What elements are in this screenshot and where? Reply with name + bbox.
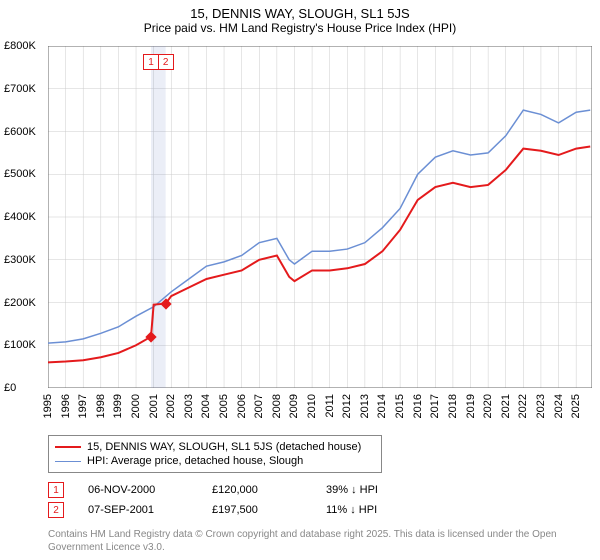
event-number-box: 2 — [48, 502, 64, 518]
x-tick-label: 2021 — [500, 394, 512, 418]
event-number-box: 1 — [48, 482, 64, 498]
legend-line — [55, 461, 81, 462]
chart-subtitle: Price paid vs. HM Land Registry's House … — [0, 21, 600, 39]
x-tick-label: 1999 — [112, 394, 124, 418]
sale-marker-label: 2 — [158, 54, 174, 70]
x-tick-label: 2008 — [271, 394, 283, 418]
x-tick-label: 2000 — [130, 394, 142, 418]
y-tick-label: £200K — [4, 297, 36, 309]
legend-label: HPI: Average price, detached house, Slou… — [87, 455, 303, 467]
x-tick-label: 2005 — [218, 394, 230, 418]
event-price: £120,000 — [212, 484, 302, 496]
y-tick-label: £100K — [4, 339, 36, 351]
x-tick-label: 2016 — [412, 394, 424, 418]
x-tick-label: 2014 — [376, 394, 388, 418]
event-table: 1 06-NOV-2000 £120,000 39% ↓ HPI 2 07-SEP-200… — [48, 480, 378, 520]
x-tick-label: 2007 — [253, 394, 265, 418]
y-tick-label: £0 — [4, 382, 16, 394]
y-tick-label: £800K — [4, 40, 36, 52]
event-row: 2 07-SEP-2001 £197,500 11% ↓ HPI — [48, 500, 378, 520]
y-tick-label: £700K — [4, 83, 36, 95]
x-tick-label: 2003 — [183, 394, 195, 418]
event-diff: 39% ↓ HPI — [326, 484, 378, 496]
x-tick-label: 2019 — [465, 394, 477, 418]
chart-plot — [48, 46, 592, 388]
x-tick-label: 2022 — [517, 394, 529, 418]
legend-label: 15, DENNIS WAY, SLOUGH, SL1 5JS (detache… — [87, 441, 361, 453]
x-tick-label: 1995 — [42, 394, 54, 418]
x-tick-label: 2023 — [535, 394, 547, 418]
x-tick-label: 2025 — [570, 394, 582, 418]
legend-item: 15, DENNIS WAY, SLOUGH, SL1 5JS (detache… — [55, 440, 375, 454]
event-date: 07-SEP-2001 — [88, 504, 188, 516]
y-tick-label: £300K — [4, 254, 36, 266]
x-tick-label: 2010 — [306, 394, 318, 418]
x-tick-label: 2001 — [148, 394, 160, 418]
x-tick-label: 2012 — [341, 394, 353, 418]
chart-area: £0£100K£200K£300K£400K£500K£600K£700K£80… — [48, 46, 592, 388]
x-tick-label: 2011 — [324, 394, 336, 418]
x-tick-label: 2004 — [200, 394, 212, 418]
x-tick-label: 2018 — [447, 394, 459, 418]
x-tick-label: 2017 — [429, 394, 441, 418]
x-tick-label: 1997 — [77, 394, 89, 418]
copyright-notice: Contains HM Land Registry data © Crown c… — [48, 528, 600, 554]
x-tick-label: 2013 — [359, 394, 371, 418]
y-tick-label: £600K — [4, 126, 36, 138]
price-chart-container: { "title": "15, DENNIS WAY, SLOUGH, SL1 … — [0, 0, 600, 560]
x-tick-label: 1996 — [60, 394, 72, 418]
x-tick-label: 2015 — [394, 394, 406, 418]
x-tick-label: 1998 — [95, 394, 107, 418]
y-tick-label: £500K — [4, 168, 36, 180]
x-tick-label: 2009 — [288, 394, 300, 418]
chart-legend: 15, DENNIS WAY, SLOUGH, SL1 5JS (detache… — [48, 435, 382, 473]
x-tick-label: 2020 — [482, 394, 494, 418]
event-diff: 11% ↓ HPI — [326, 504, 377, 516]
x-tick-label: 2024 — [553, 394, 565, 418]
event-row: 1 06-NOV-2000 £120,000 39% ↓ HPI — [48, 480, 378, 500]
legend-line — [55, 446, 81, 448]
sale-marker-label: 1 — [143, 54, 159, 70]
y-tick-label: £400K — [4, 211, 36, 223]
chart-title: 15, DENNIS WAY, SLOUGH, SL1 5JS — [0, 0, 600, 21]
event-price: £197,500 — [212, 504, 302, 516]
event-date: 06-NOV-2000 — [88, 484, 188, 496]
x-tick-label: 2002 — [165, 394, 177, 418]
x-tick-label: 2006 — [236, 394, 248, 418]
legend-item: HPI: Average price, detached house, Slou… — [55, 454, 375, 468]
